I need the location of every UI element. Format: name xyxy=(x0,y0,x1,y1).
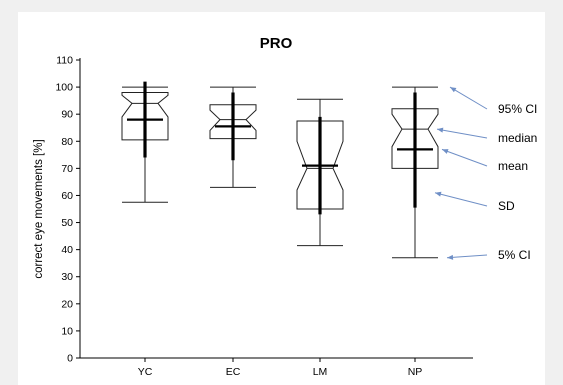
x-tick-label: EC xyxy=(226,366,241,378)
x-tick-label: NP xyxy=(408,366,423,378)
annotation-label: median xyxy=(498,131,537,145)
annotation-arrow-head xyxy=(435,191,442,197)
chart-title: PRO xyxy=(260,35,293,52)
annotation: 5% CI xyxy=(446,248,531,262)
x-tick-label: LM xyxy=(313,366,328,378)
annotation-arrow xyxy=(446,254,488,259)
annotation-group: 95% CI median mean SD 5% CI xyxy=(434,86,537,262)
annotation-arrow xyxy=(434,192,488,207)
x-tick-label: YC xyxy=(138,366,153,378)
annotation: SD xyxy=(434,191,515,213)
box-lm xyxy=(296,98,344,247)
notched-box xyxy=(121,92,169,141)
axes: 0 10 20 30 40 50 60 70 80 90 100 110 YC EC LM NP xyxy=(55,55,473,378)
annotation: median xyxy=(436,127,537,145)
y-tick-label: 10 xyxy=(61,325,73,337)
y-tick-label: 40 xyxy=(61,244,73,256)
annotation-arrow-head xyxy=(442,149,449,154)
annotation-arrow-head xyxy=(450,87,457,93)
boxplot-chart: PRO correct eye movements [%] 0 10 20 30 40 5… xyxy=(33,35,537,378)
annotation: mean xyxy=(441,148,528,173)
annotation-arrow xyxy=(436,128,488,139)
annotation-label: SD xyxy=(498,199,515,213)
y-tick-label: 60 xyxy=(61,190,73,202)
annotation-arrow xyxy=(441,148,488,167)
y-tick-label: 80 xyxy=(61,136,73,148)
y-tick-label: 50 xyxy=(61,217,73,229)
annotation: 95% CI xyxy=(449,86,537,116)
annotation-arrow-head xyxy=(447,254,454,260)
notched-box xyxy=(391,108,439,169)
annotation-label: mean xyxy=(498,159,528,173)
y-tick-label: 100 xyxy=(55,82,73,94)
y-tick-label: 30 xyxy=(61,271,73,283)
annotation-label: 5% CI xyxy=(498,248,531,262)
y-axis-label: correct eye movements [%] xyxy=(33,139,45,278)
box-np xyxy=(391,86,439,259)
box-yc xyxy=(121,81,169,203)
y-tick-label: 0 xyxy=(67,353,73,365)
annotation-arrow-head xyxy=(437,127,444,133)
y-tick-label: 110 xyxy=(56,55,73,67)
box-ec xyxy=(209,86,257,188)
box-group xyxy=(121,81,439,259)
annotation-label: 95% CI xyxy=(498,102,537,116)
annotation-arrow xyxy=(449,86,488,110)
y-tick-label: 90 xyxy=(61,109,73,121)
y-tick-label: 70 xyxy=(61,163,73,175)
chart-figure: PRO correct eye movements [%] 0 10 20 30 40 5… xyxy=(18,12,545,385)
y-tick-label: 20 xyxy=(61,298,73,310)
notched-box xyxy=(296,120,344,210)
notched-box xyxy=(209,104,257,140)
